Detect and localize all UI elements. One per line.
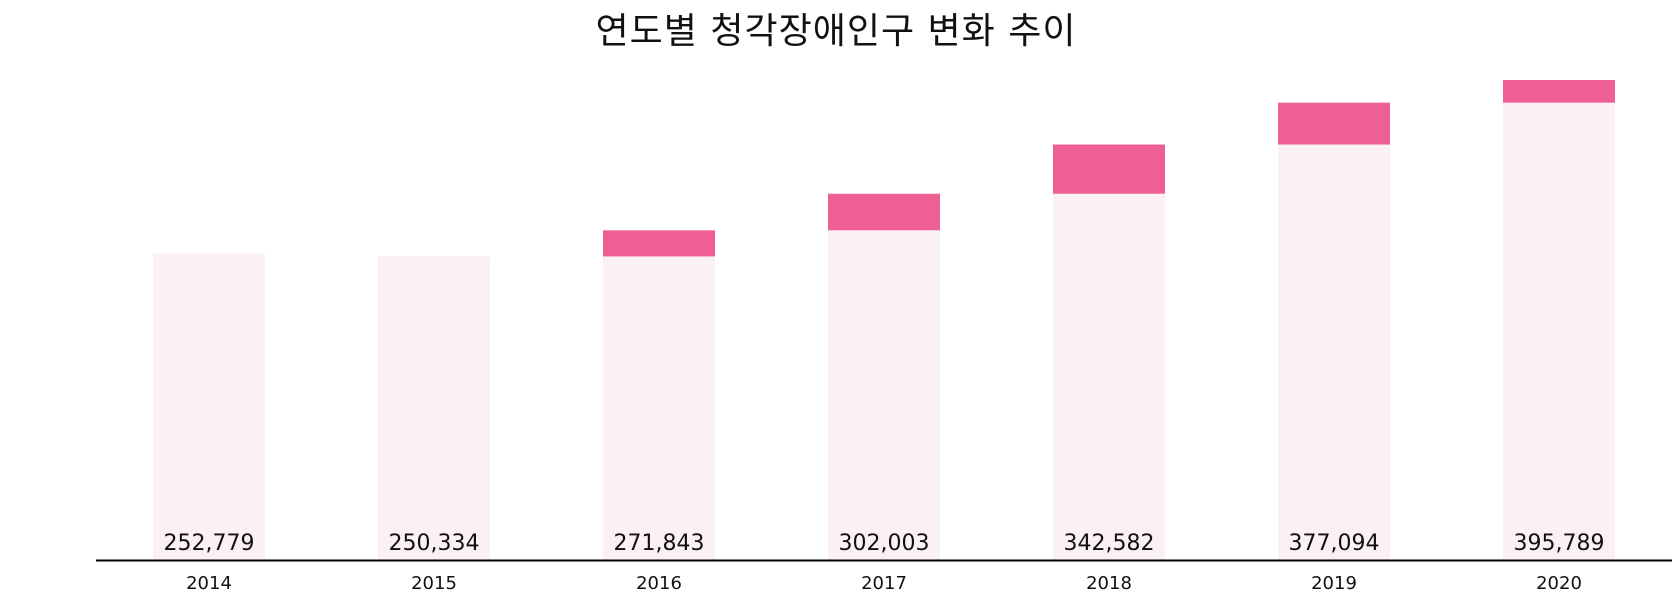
ticks-layer: 2014 2015 2016 2017 2018 2019 2020 (186, 573, 1582, 594)
x-tick-2020: 2020 (1536, 573, 1582, 594)
bar-2014 (153, 253, 265, 560)
bar-2015 (378, 256, 490, 560)
x-tick-2017: 2017 (861, 573, 907, 594)
increase-segment-2016 (603, 230, 715, 257)
x-tick-2019: 2019 (1311, 573, 1357, 594)
increase-layer (603, 80, 1615, 257)
x-tick-2018: 2018 (1086, 573, 1132, 594)
data-label-2016: 271,843 (614, 531, 705, 556)
data-label-2014: 252,779 (164, 531, 255, 556)
increase-segment-2018 (1053, 144, 1165, 194)
x-tick-2014: 2014 (186, 573, 232, 594)
labels-layer: 252,779 250,334 271,843 302,003 342,582 377,0… (164, 531, 1605, 556)
bar-2016 (603, 230, 715, 560)
x-tick-2015: 2015 (411, 573, 457, 594)
increase-segment-2020 (1503, 80, 1615, 103)
data-label-2015: 250,334 (389, 531, 480, 556)
bar-2020 (1503, 80, 1615, 560)
data-label-2017: 302,003 (839, 531, 930, 556)
x-tick-2016: 2016 (636, 573, 682, 594)
bar-2019 (1278, 102, 1390, 561)
increase-segment-2017 (828, 193, 940, 231)
increase-segment-2019 (1278, 102, 1390, 145)
data-label-2018: 342,582 (1064, 531, 1155, 556)
data-label-2020: 395,789 (1514, 531, 1605, 556)
bar-2018 (1053, 144, 1165, 560)
data-label-2019: 377,094 (1289, 531, 1380, 556)
bar-2017 (828, 193, 940, 560)
bars-layer (153, 80, 1615, 561)
chart-title: 연도별 청각장애인구 변화 추이 (595, 11, 1077, 52)
